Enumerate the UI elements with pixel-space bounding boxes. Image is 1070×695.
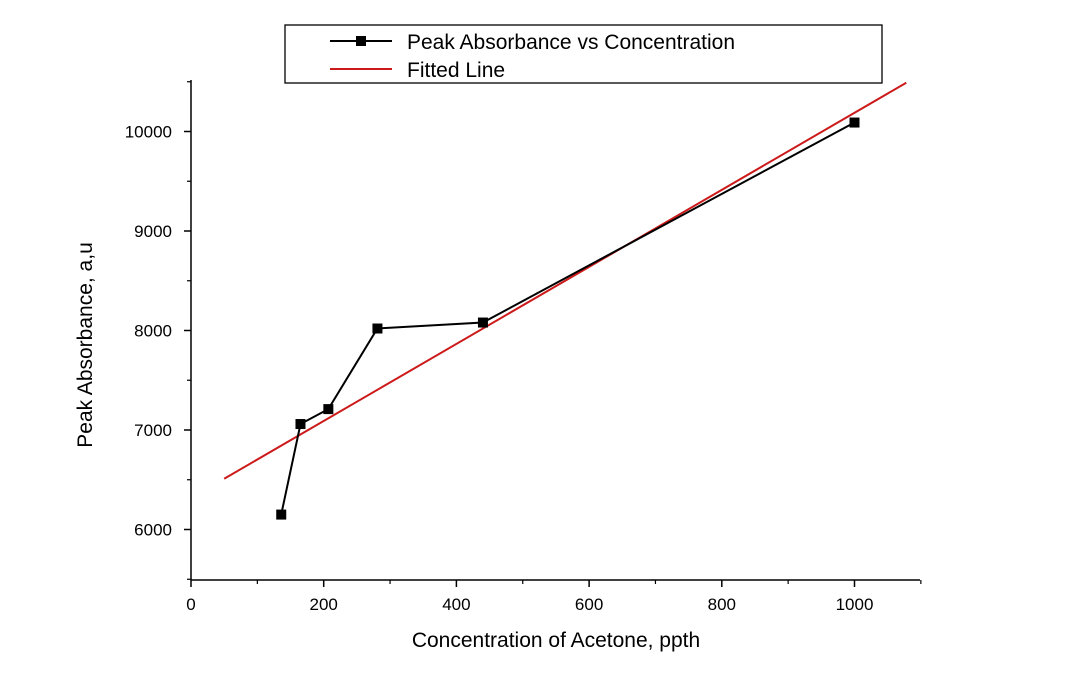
y-tick-label: 6000	[134, 521, 172, 540]
legend-series-label: Peak Absorbance vs Concentration	[407, 31, 735, 54]
x-tick-label: 200	[310, 595, 338, 614]
x-tick-label: 600	[575, 595, 603, 614]
data-point	[372, 323, 383, 334]
data-series-line	[280, 121, 855, 515]
legend: Peak Absorbance vs Concentration Fitted …	[284, 24, 883, 84]
x-ticks: 0 200 400 600 800 1000	[186, 580, 922, 614]
plot-area	[223, 81, 907, 520]
data-point	[849, 117, 860, 128]
data-point	[295, 419, 306, 430]
legend-series-marker	[356, 36, 366, 46]
x-tick-label: 400	[442, 595, 470, 614]
y-axis-label: Peak Absorbance, a,u	[74, 242, 97, 447]
x-axis-label: Concentration of Acetone, ppth	[412, 629, 700, 652]
data-point	[276, 509, 287, 520]
y-tick-label: 7000	[134, 421, 172, 440]
y-tick-label: 9000	[134, 222, 172, 241]
y-ticks: 6000 7000 8000 9000 10000	[125, 81, 191, 580]
data-point	[323, 404, 334, 415]
data-point	[477, 317, 488, 328]
legend-fit-label: Fitted Line	[407, 59, 505, 82]
y-tick-label: 10000	[125, 123, 172, 142]
y-tick-label: 8000	[134, 322, 172, 341]
fitted-line	[223, 81, 907, 480]
x-tick-label: 0	[186, 595, 195, 614]
legend-box	[284, 24, 883, 84]
x-tick-label: 1000	[836, 595, 874, 614]
x-tick-label: 800	[708, 595, 736, 614]
